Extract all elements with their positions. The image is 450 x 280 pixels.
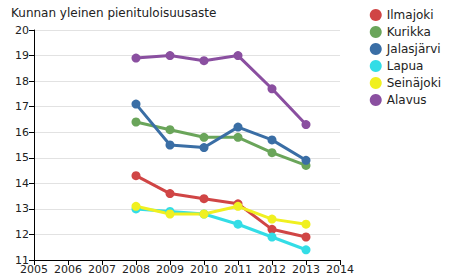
svg-text:2012: 2012 bbox=[258, 263, 286, 276]
svg-text:Seinäjoki: Seinäjoki bbox=[387, 76, 441, 90]
svg-text:19: 19 bbox=[15, 49, 29, 62]
svg-text:2008: 2008 bbox=[122, 263, 150, 276]
svg-text:Ilmajoki: Ilmajoki bbox=[387, 8, 434, 22]
svg-text:15: 15 bbox=[15, 151, 29, 164]
svg-text:Kurikka: Kurikka bbox=[387, 25, 431, 39]
svg-text:14: 14 bbox=[15, 177, 29, 190]
svg-text:17: 17 bbox=[15, 100, 29, 113]
svg-text:18: 18 bbox=[15, 75, 29, 88]
svg-text:2014: 2014 bbox=[326, 263, 354, 276]
svg-text:13: 13 bbox=[15, 202, 29, 215]
svg-text:Alavus: Alavus bbox=[387, 93, 427, 107]
svg-text:16: 16 bbox=[15, 126, 29, 139]
svg-text:12: 12 bbox=[15, 228, 29, 241]
svg-text:Jalasjärvi: Jalasjärvi bbox=[386, 42, 441, 56]
svg-text:2010: 2010 bbox=[190, 263, 218, 276]
svg-text:2006: 2006 bbox=[54, 263, 82, 276]
svg-text:2009: 2009 bbox=[156, 263, 184, 276]
svg-text:20: 20 bbox=[15, 24, 29, 37]
svg-text:11: 11 bbox=[15, 253, 29, 267]
svg-text:2011: 2011 bbox=[224, 263, 252, 276]
svg-text:2005: 2005 bbox=[20, 263, 48, 276]
svg-text:2013: 2013 bbox=[292, 263, 320, 276]
svg-text:Lapua: Lapua bbox=[387, 59, 424, 73]
svg-text:Kunnan yleinen pienituloisuusa: Kunnan yleinen pienituloisuusaste bbox=[11, 6, 216, 20]
svg-text:2007: 2007 bbox=[88, 263, 116, 276]
